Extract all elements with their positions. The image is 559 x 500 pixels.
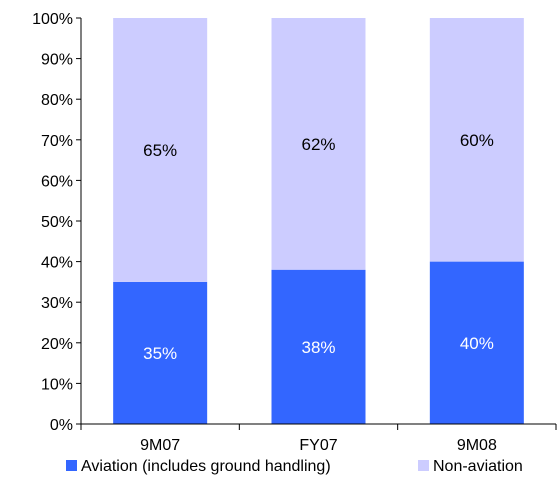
y-tick-label: 40% <box>41 255 73 272</box>
x-tick-label: 9M08 <box>457 437 497 454</box>
y-tick-label: 0% <box>50 417 73 434</box>
y-tick-label: 90% <box>41 52 73 69</box>
data-label: 40% <box>460 334 494 353</box>
data-label: 35% <box>143 344 177 363</box>
y-tick-label: 80% <box>41 92 73 109</box>
y-tick-label: 20% <box>41 336 73 353</box>
y-tick-label: 70% <box>41 133 73 150</box>
bar-segment <box>429 261 524 424</box>
y-tick-label: 60% <box>41 173 73 190</box>
legend-label: Aviation (includes ground handling) <box>81 458 331 475</box>
y-tick-label: 30% <box>41 295 73 312</box>
bar-segment <box>429 18 524 262</box>
y-tick-label: 10% <box>41 376 73 393</box>
data-label: 38% <box>301 338 335 357</box>
legend-swatch <box>66 460 77 471</box>
data-label: 60% <box>460 131 494 150</box>
bar-segment <box>113 281 208 424</box>
legend-swatch <box>418 460 429 471</box>
x-tick-label: FY07 <box>299 437 337 454</box>
legend-label: Non-aviation <box>433 458 523 475</box>
bar-segment <box>271 18 366 270</box>
bar-segment <box>271 269 366 424</box>
x-tick-label: 9M07 <box>140 437 180 454</box>
bar-segment <box>113 18 208 282</box>
data-label: 62% <box>301 135 335 154</box>
data-label: 65% <box>143 141 177 160</box>
y-tick-label: 50% <box>41 214 73 231</box>
y-tick-label: 100% <box>32 11 73 28</box>
